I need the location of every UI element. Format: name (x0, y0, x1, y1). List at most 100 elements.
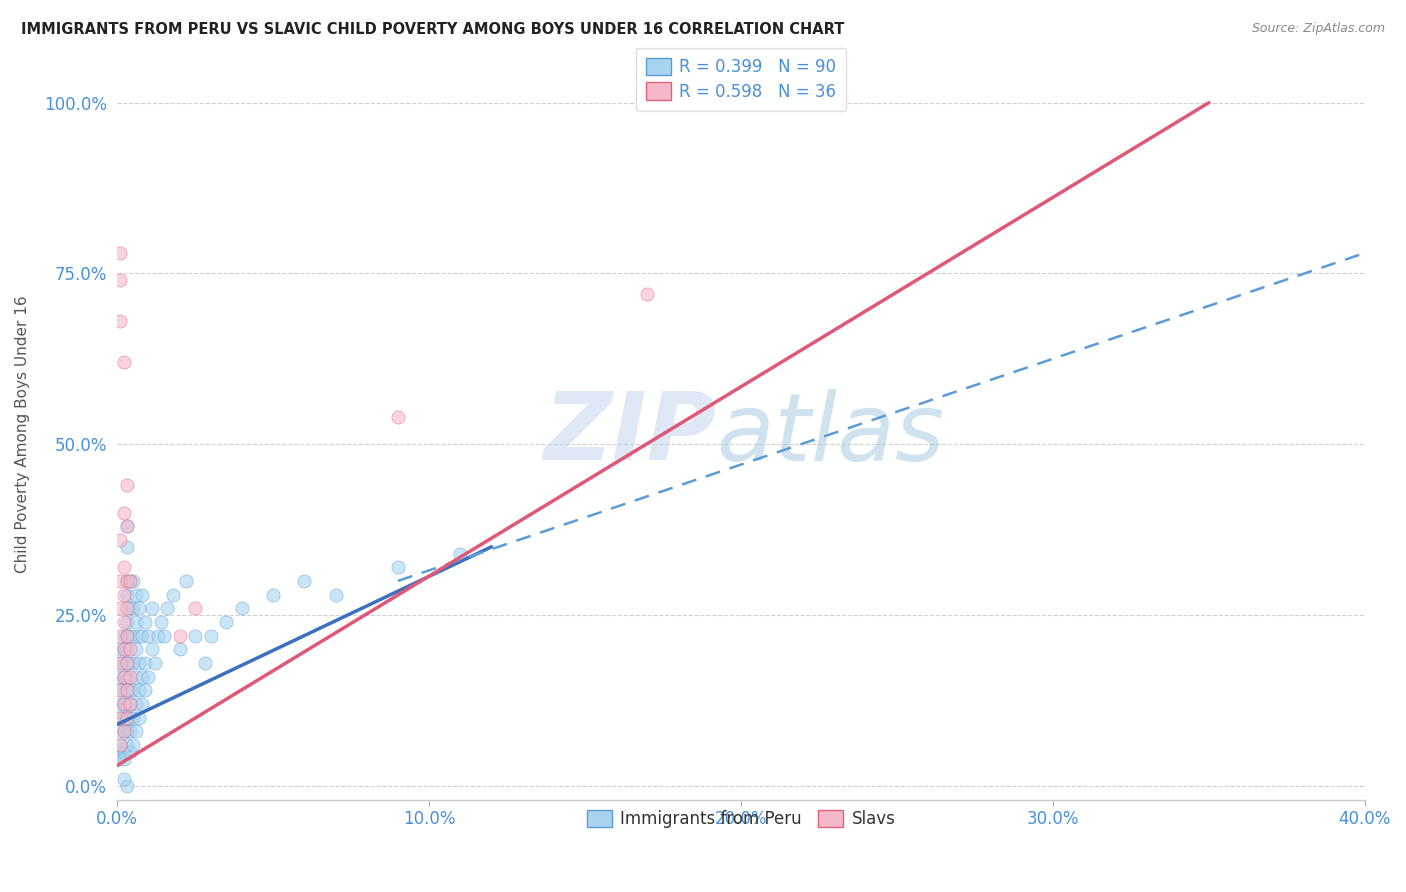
Point (110, 697, 132, 711)
Point (115, 478, 138, 492)
Point (110, 745, 132, 759)
Point (125, 697, 148, 711)
Point (118, 745, 141, 759)
Point (110, 246, 132, 260)
Point (131, 588, 153, 602)
Point (115, 656, 138, 670)
Point (184, 601, 207, 615)
Point (118, 724, 141, 739)
Point (112, 683, 135, 698)
Point (118, 601, 141, 615)
Point (134, 656, 156, 670)
Point (110, 683, 132, 698)
Point (115, 574, 138, 588)
Point (131, 629, 153, 643)
Point (115, 697, 138, 711)
Point (110, 683, 132, 698)
Point (112, 506, 135, 520)
Point (110, 724, 132, 739)
Point (122, 601, 145, 615)
Point (115, 724, 138, 739)
Point (112, 669, 135, 683)
Point (169, 642, 191, 657)
Point (118, 683, 141, 698)
Point (231, 601, 253, 615)
Point (112, 656, 135, 670)
Point (174, 574, 197, 588)
Point (122, 683, 145, 698)
Point (110, 601, 132, 615)
Y-axis label: Child Poverty Among Boys Under 16: Child Poverty Among Boys Under 16 (15, 295, 30, 573)
Point (194, 656, 217, 670)
Point (115, 629, 138, 643)
Point (138, 629, 160, 643)
Point (118, 656, 141, 670)
Point (115, 710, 138, 724)
Point (115, 779, 138, 793)
Point (134, 615, 156, 629)
Point (110, 656, 132, 670)
Point (110, 533, 132, 547)
Point (128, 710, 150, 724)
Point (110, 738, 132, 752)
Text: ZIP: ZIP (543, 388, 716, 480)
Point (110, 656, 132, 670)
Point (115, 710, 138, 724)
Point (118, 629, 141, 643)
Point (118, 642, 141, 657)
Point (131, 697, 153, 711)
Point (110, 738, 132, 752)
Point (118, 669, 141, 683)
Point (112, 669, 135, 683)
Point (112, 560, 135, 574)
Text: atlas: atlas (716, 389, 945, 480)
Point (294, 574, 316, 588)
Point (449, 547, 471, 561)
Point (115, 656, 138, 670)
Point (325, 588, 347, 602)
Point (141, 601, 163, 615)
Point (112, 642, 135, 657)
Point (110, 574, 132, 588)
Point (118, 574, 141, 588)
Point (184, 629, 207, 643)
Point (169, 629, 191, 643)
Point (115, 615, 138, 629)
Point (115, 629, 138, 643)
Point (115, 669, 138, 683)
Point (110, 629, 132, 643)
Point (115, 574, 138, 588)
Point (128, 656, 150, 670)
Point (118, 710, 141, 724)
Legend: Immigrants from Peru, Slavs: Immigrants from Peru, Slavs (581, 804, 903, 835)
Point (112, 710, 135, 724)
Point (153, 629, 176, 643)
Point (112, 724, 135, 739)
Point (110, 669, 132, 683)
Point (141, 642, 163, 657)
Point (122, 629, 145, 643)
Point (112, 751, 135, 765)
Text: Source: ZipAtlas.com: Source: ZipAtlas.com (1251, 22, 1385, 36)
Point (146, 629, 169, 643)
Point (200, 629, 222, 643)
Point (125, 615, 148, 629)
Point (118, 697, 141, 711)
Point (131, 669, 153, 683)
Point (387, 560, 409, 574)
Point (125, 724, 148, 739)
Point (122, 656, 145, 670)
Point (115, 738, 138, 752)
Point (110, 710, 132, 724)
Point (637, 287, 659, 301)
Point (262, 588, 284, 602)
Point (134, 683, 156, 698)
Point (115, 588, 138, 602)
Point (115, 519, 138, 533)
Point (122, 738, 145, 752)
Point (110, 751, 132, 765)
Point (125, 642, 148, 657)
Point (387, 409, 409, 424)
Point (112, 772, 135, 786)
Point (115, 540, 138, 554)
